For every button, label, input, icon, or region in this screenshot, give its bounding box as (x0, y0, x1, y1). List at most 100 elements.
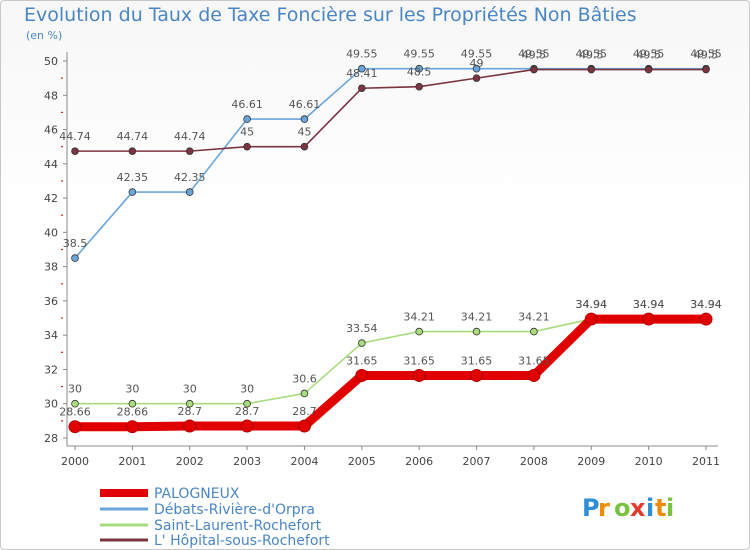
data-point (128, 188, 137, 196)
data-point (415, 64, 423, 73)
x-tick-label: 2006 (405, 455, 433, 468)
data-label: 49.5 (694, 49, 719, 62)
x-tick-label: 2010 (635, 455, 663, 468)
data-label: 28.66 (59, 406, 91, 419)
data-label: 28.7 (235, 405, 260, 418)
proxiti-logo: Pr o x i t i (582, 494, 674, 522)
y-tick-label: 36 (44, 295, 58, 308)
data-point (125, 420, 139, 434)
series-lines (68, 64, 713, 434)
data-point (642, 312, 656, 326)
data-label: 48.41 (346, 67, 378, 80)
legend-label: Saint-Laurent-Rochefort (154, 518, 322, 534)
data-label: 49.55 (461, 48, 493, 61)
data-point (472, 74, 481, 82)
data-point (472, 327, 481, 336)
x-tick-label: 2011 (692, 455, 720, 468)
data-label: 49 (470, 57, 484, 70)
legend-label: PALOGNEUX (154, 486, 240, 502)
y-tick-label: 50 (44, 55, 58, 68)
data-label: 49.5 (579, 49, 604, 62)
series-line-0 (70, 314, 711, 432)
data-point (415, 82, 423, 91)
logo-letter: P (582, 494, 600, 522)
data-label: 49.5 (522, 49, 547, 62)
data-label: 49.55 (576, 48, 608, 61)
data-label: 48.5 (407, 66, 432, 79)
logo-letter: i (646, 494, 654, 522)
data-label: 28.7 (292, 405, 317, 418)
data-label: 49.55 (690, 48, 722, 61)
y-tick-label: 42 (44, 192, 58, 205)
data-label: 28.66 (117, 406, 149, 419)
data-point (584, 312, 598, 326)
data-point (185, 188, 194, 196)
logo-letter: x (630, 494, 646, 522)
x-tick-label: 2000 (61, 455, 89, 468)
data-point (185, 147, 194, 155)
data-label: 30 (125, 383, 139, 396)
data-point (415, 327, 423, 336)
legend-label: L' Hôpital-sous-Rochefort (154, 533, 330, 549)
logo-letter: i (666, 494, 674, 522)
x-tick-label: 2003 (233, 455, 261, 468)
data-label: 38.5 (63, 237, 88, 250)
x-tick-label: 2001 (118, 455, 146, 468)
series-line-2 (74, 318, 707, 405)
data-point (644, 65, 653, 74)
logo-letter: t (655, 494, 666, 522)
data-point (243, 399, 251, 408)
y-tick-label: 44 (44, 158, 58, 171)
data-label: 30 (240, 383, 254, 396)
data-point (355, 368, 369, 382)
y-tick-label: 48 (44, 89, 58, 102)
data-point (412, 368, 426, 382)
data-label: 42.35 (174, 171, 206, 184)
x-tick-label: 2008 (520, 455, 548, 468)
x-tick-label: 2007 (463, 455, 491, 468)
data-label: 34.21 (461, 311, 493, 324)
data-point (587, 65, 596, 74)
y-tick-label: 38 (44, 261, 58, 274)
data-point (702, 65, 710, 74)
series-line-3 (74, 68, 707, 152)
data-label: 46.61 (289, 98, 321, 111)
data-label: 49.55 (633, 48, 665, 61)
series-line-1 (74, 67, 707, 259)
data-label: 34.94 (576, 298, 608, 311)
data-point (297, 419, 311, 433)
data-label: 34.94 (690, 298, 722, 311)
data-label: 31.65 (518, 354, 550, 367)
data-point (71, 147, 79, 155)
data-point (71, 254, 79, 262)
data-label: 28.7 (177, 405, 202, 418)
data-point (358, 339, 366, 347)
data-label: 34.21 (518, 311, 550, 324)
data-label: 34.94 (690, 298, 722, 311)
chart-title: Evolution du Taux de Taxe Foncière sur l… (24, 4, 637, 26)
data-point (472, 64, 481, 73)
data-point (68, 420, 82, 434)
data-label: 34.21 (403, 311, 435, 324)
y-tick-label: 28 (44, 432, 58, 445)
data-point (71, 399, 79, 408)
data-point (358, 64, 366, 73)
data-point (530, 65, 538, 74)
data-point (300, 115, 309, 123)
y-unit-label: (en %) (26, 29, 63, 42)
data-label: 46.61 (231, 98, 263, 111)
data-point (185, 399, 194, 408)
axes: 28 30 32 34 36 38 40 42 44 46 48 50 2000 2001 2002 2003… (44, 52, 720, 468)
data-label: 33.54 (346, 322, 378, 335)
data-label: 34.94 (576, 298, 608, 311)
y-tick-label: 46 (44, 124, 58, 137)
data-label: 45 (240, 126, 254, 139)
data-label: 34.94 (633, 298, 665, 311)
data-label: 44.74 (59, 130, 91, 143)
data-label: 44.74 (174, 130, 206, 143)
data-point (300, 142, 309, 151)
data-point (470, 368, 484, 382)
x-tick-label: 2004 (290, 455, 318, 468)
